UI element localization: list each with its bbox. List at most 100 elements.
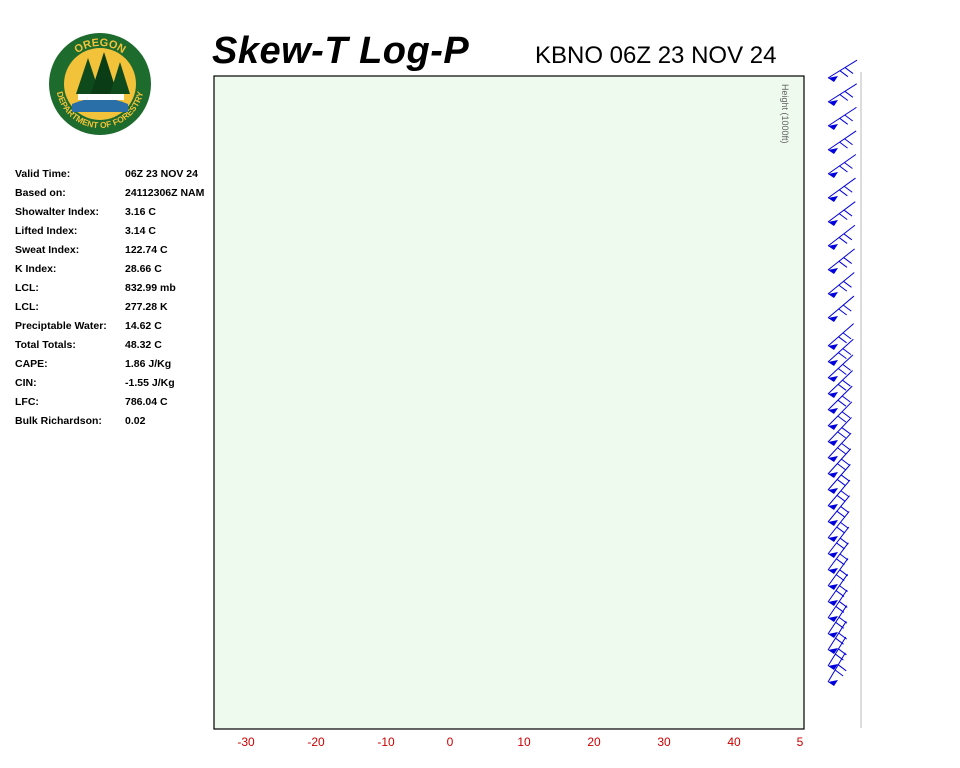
wind-barb-feather bbox=[839, 189, 848, 197]
height-axis-title: Height (1000ft) bbox=[780, 84, 790, 144]
wind-barb-feather bbox=[839, 553, 849, 561]
index-value: 832.99 mb bbox=[125, 282, 176, 294]
index-value: 06Z 23 NOV 24 bbox=[125, 168, 198, 180]
index-row: Valid Time: 06Z 23 NOV 24 bbox=[15, 168, 215, 187]
index-label: Showalter Index: bbox=[15, 206, 100, 218]
wind-barb-flag bbox=[828, 616, 838, 622]
wind-barb-flag bbox=[828, 664, 838, 670]
wind-barb-feather bbox=[841, 442, 850, 450]
wind-barb-flag bbox=[828, 124, 838, 130]
logo-tree-center bbox=[90, 52, 118, 96]
wind-barb-staff bbox=[827, 370, 853, 395]
wind-barb-flag bbox=[828, 472, 838, 478]
wind-barb-staff bbox=[827, 448, 852, 475]
wind-barb-feather bbox=[842, 379, 851, 387]
index-value: 1.86 J/Kg bbox=[125, 358, 172, 370]
wind-barb-feather bbox=[840, 490, 850, 498]
wind-barb bbox=[827, 370, 853, 398]
wind-barb-staff bbox=[827, 432, 852, 459]
wind-barb-staff bbox=[827, 385, 853, 411]
wind-barb bbox=[827, 354, 854, 382]
index-label: Sweat Index: bbox=[15, 244, 80, 256]
wind-barb-flag bbox=[828, 520, 838, 526]
index-value: 3.16 C bbox=[125, 206, 156, 218]
index-value: -1.55 J/Kg bbox=[125, 377, 175, 389]
wind-barb-staff bbox=[827, 573, 848, 603]
wind-barb-flag bbox=[828, 100, 838, 106]
wind-barb bbox=[827, 495, 850, 526]
wind-barb bbox=[827, 177, 856, 202]
wind-barb-feather bbox=[844, 90, 854, 98]
wind-barb-staff bbox=[827, 272, 855, 295]
wind-barb-staff bbox=[827, 106, 857, 127]
index-value: 28.66 C bbox=[125, 263, 162, 275]
wind-barb-feather bbox=[841, 458, 850, 466]
wind-barb bbox=[827, 432, 852, 462]
index-row: Total Totals: 48.32 C bbox=[15, 339, 215, 358]
wind-barb-feather bbox=[844, 114, 854, 122]
wind-barb-flag bbox=[828, 360, 838, 366]
x-tick-label: 10 bbox=[517, 735, 531, 749]
index-value: 24112306Z NAM bbox=[125, 187, 205, 199]
index-row: CAPE: 1.86 J/Kg bbox=[15, 358, 215, 377]
wind-barb bbox=[827, 621, 848, 654]
wind-barb-flag bbox=[828, 244, 838, 250]
wind-barb-staff bbox=[827, 636, 847, 667]
wind-barb bbox=[827, 589, 848, 622]
wind-barb bbox=[827, 448, 852, 478]
wind-barb-feather bbox=[837, 447, 846, 455]
wind-barb-flag bbox=[828, 600, 838, 606]
wind-barb-staff bbox=[827, 542, 849, 571]
wind-barb-flag bbox=[828, 220, 838, 226]
wind-barb-staff bbox=[827, 130, 857, 151]
wind-barb-staff bbox=[827, 401, 853, 427]
index-row: Preciptable Water: 14.62 C bbox=[15, 320, 215, 339]
wind-barb bbox=[827, 464, 851, 494]
wind-barb-feather bbox=[838, 213, 848, 221]
index-label: CAPE: bbox=[15, 358, 48, 370]
index-label: CIN: bbox=[15, 377, 37, 389]
wind-barb-staff bbox=[827, 417, 852, 443]
wind-barb-flag bbox=[828, 456, 838, 462]
index-row: Bulk Richardson: 0.02 bbox=[15, 415, 215, 434]
index-label: Preciptable Water: bbox=[15, 320, 107, 332]
index-label: K Index: bbox=[15, 263, 57, 275]
index-label: LCL: bbox=[15, 282, 39, 294]
wind-barb-flag bbox=[828, 76, 838, 82]
wind-barb-flag bbox=[828, 440, 838, 446]
wind-barb-feather bbox=[837, 431, 846, 439]
wind-barb-feather bbox=[843, 257, 852, 264]
x-tick-label: -20 bbox=[307, 735, 325, 749]
wind-barb-feather bbox=[835, 574, 845, 582]
wind-barb-feather bbox=[842, 304, 852, 312]
wind-barb-feather bbox=[840, 474, 850, 482]
wind-barb-staff bbox=[827, 83, 857, 103]
wind-barb-flag bbox=[828, 504, 838, 510]
wind-barb-flag bbox=[828, 316, 838, 322]
wind-barb-feather bbox=[838, 237, 848, 244]
wind-barb-feather bbox=[844, 138, 853, 146]
wind-barb bbox=[827, 248, 855, 274]
wind-barb-feather bbox=[841, 427, 851, 434]
index-value: 0.02 bbox=[125, 415, 146, 427]
wind-barb bbox=[827, 106, 857, 130]
wind-barb-feather bbox=[842, 364, 851, 371]
wind-barb-flag bbox=[828, 148, 838, 154]
wind-barb bbox=[827, 417, 852, 446]
wind-barb-staff bbox=[827, 323, 854, 347]
wind-barb bbox=[827, 605, 848, 638]
wind-barb bbox=[827, 323, 854, 350]
wind-barb-feather bbox=[840, 521, 849, 529]
wind-barb-feather bbox=[839, 569, 849, 577]
wind-barb-feather bbox=[838, 352, 847, 360]
wind-barb-staff bbox=[827, 589, 848, 619]
x-tick-label: 5 bbox=[797, 735, 804, 749]
wind-barb-feather bbox=[834, 669, 844, 677]
wind-barb-flag bbox=[828, 536, 838, 542]
wind-barb-staff bbox=[827, 354, 854, 379]
wind-barb-flag bbox=[828, 632, 838, 638]
index-label: LCL: bbox=[15, 301, 39, 313]
wind-barb-feather bbox=[844, 67, 854, 74]
wind-barb-feather bbox=[837, 399, 847, 407]
wind-barb-feather bbox=[844, 162, 853, 169]
